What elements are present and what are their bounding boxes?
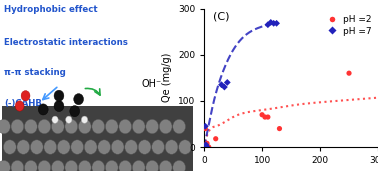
Point (274, 22, 280, 25)
Ellipse shape (15, 101, 24, 111)
Ellipse shape (66, 116, 72, 123)
Text: π-π stacking: π-π stacking (4, 68, 66, 77)
Ellipse shape (30, 140, 43, 154)
Ellipse shape (105, 160, 118, 171)
Ellipse shape (105, 119, 118, 134)
FancyBboxPatch shape (2, 106, 193, 171)
Ellipse shape (84, 140, 97, 154)
Ellipse shape (159, 160, 172, 171)
Point (204, 146, 210, 148)
Ellipse shape (21, 91, 30, 101)
Ellipse shape (179, 140, 191, 154)
Ellipse shape (92, 160, 105, 171)
Ellipse shape (38, 160, 51, 171)
Text: Hydrophobic effect: Hydrophobic effect (4, 5, 98, 14)
Ellipse shape (119, 160, 132, 171)
Ellipse shape (92, 119, 105, 134)
Ellipse shape (38, 104, 48, 115)
Ellipse shape (38, 119, 51, 134)
Point (271, 22, 277, 25)
Point (204, 142, 210, 145)
Ellipse shape (152, 140, 164, 154)
Point (203, 143, 209, 146)
Point (202, 127, 208, 130)
Ellipse shape (0, 160, 10, 171)
Ellipse shape (165, 140, 178, 154)
Ellipse shape (65, 119, 78, 134)
Ellipse shape (65, 160, 78, 171)
Ellipse shape (25, 160, 37, 171)
Ellipse shape (11, 119, 24, 134)
Ellipse shape (52, 116, 58, 123)
Y-axis label: Qe (mg/g): Qe (mg/g) (162, 53, 172, 102)
Point (265, 23, 271, 26)
Text: OH⁻: OH⁻ (141, 79, 162, 89)
Ellipse shape (78, 160, 91, 171)
Ellipse shape (81, 116, 88, 123)
Point (224, 81, 230, 84)
Ellipse shape (132, 160, 145, 171)
Ellipse shape (138, 140, 151, 154)
Point (259, 113, 265, 116)
Ellipse shape (44, 140, 57, 154)
Ellipse shape (57, 140, 70, 154)
Point (213, 137, 219, 140)
Point (346, 72, 352, 75)
Ellipse shape (98, 140, 110, 154)
Ellipse shape (173, 160, 186, 171)
Ellipse shape (146, 160, 159, 171)
Point (276, 127, 282, 130)
Ellipse shape (159, 119, 172, 134)
Ellipse shape (71, 140, 84, 154)
Point (202, 125, 208, 128)
Ellipse shape (74, 94, 84, 105)
Ellipse shape (125, 140, 138, 154)
Ellipse shape (132, 119, 145, 134)
Ellipse shape (51, 160, 64, 171)
Point (268, 21, 274, 24)
Ellipse shape (54, 100, 64, 111)
Ellipse shape (173, 119, 186, 134)
Ellipse shape (119, 119, 132, 134)
Ellipse shape (0, 119, 10, 134)
Ellipse shape (111, 140, 124, 154)
Ellipse shape (78, 119, 91, 134)
Point (262, 116, 268, 118)
Ellipse shape (70, 106, 80, 117)
Ellipse shape (3, 140, 16, 154)
Text: Electrostatic interactions: Electrostatic interactions (4, 38, 128, 47)
Text: (-)CAHB: (-)CAHB (4, 99, 42, 108)
Ellipse shape (25, 119, 37, 134)
Ellipse shape (17, 140, 30, 154)
Point (218, 83, 225, 86)
Point (265, 116, 271, 118)
Ellipse shape (146, 119, 159, 134)
Legend: pH =2, pH =7: pH =2, pH =7 (321, 13, 373, 37)
Point (206, 146, 212, 148)
Ellipse shape (54, 90, 64, 101)
Ellipse shape (51, 119, 64, 134)
Point (222, 86, 228, 88)
Ellipse shape (11, 160, 24, 171)
Text: (C): (C) (213, 11, 229, 21)
